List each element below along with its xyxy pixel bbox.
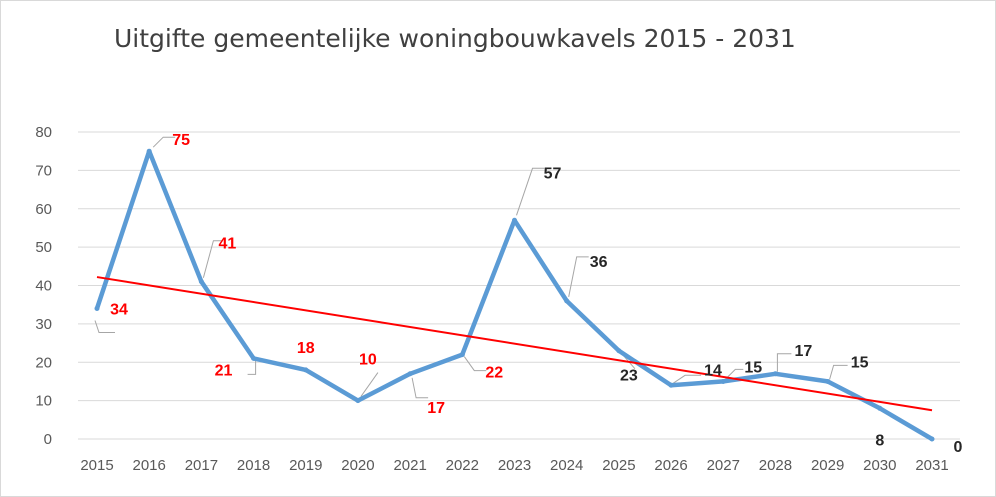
x-tick-label: 2016 — [133, 457, 166, 474]
y-tick-label: 80 — [35, 124, 52, 141]
data-point — [720, 378, 726, 384]
chart-title: Uitgifte gemeentelijke woningbouwkavels … — [114, 24, 796, 53]
y-tick-label: 40 — [35, 278, 52, 295]
y-tick-label: 30 — [35, 316, 52, 333]
data-point — [146, 148, 152, 154]
data-point — [772, 371, 778, 377]
y-tick-label: 10 — [35, 393, 52, 410]
leader-line — [360, 372, 379, 397]
x-tick-label: 2021 — [393, 457, 426, 474]
data-label: 21 — [215, 362, 233, 379]
data-label: 57 — [544, 165, 562, 182]
leader-line — [152, 136, 176, 148]
x-tick-label: 2019 — [289, 457, 322, 474]
data-label: 15 — [744, 359, 762, 376]
data-point — [303, 367, 309, 373]
y-axis: 0 10 20 30 40 50 60 70 80 — [35, 124, 52, 448]
data-point — [877, 405, 883, 411]
data-point — [668, 382, 674, 388]
x-tick-label: 2018 — [237, 457, 270, 474]
data-label: 34 — [110, 302, 128, 319]
leader-line — [568, 256, 589, 297]
leader-line — [94, 320, 115, 333]
x-axis: 2015 2016 2017 2018 2019 2020 2021 2022 2023 2024… — [80, 457, 948, 474]
leader-line — [776, 353, 792, 372]
leader-line — [516, 167, 545, 216]
leader-line — [247, 359, 257, 375]
y-tick-label: 70 — [35, 162, 52, 179]
data-label: 8 — [875, 432, 884, 449]
x-tick-label: 2023 — [498, 457, 531, 474]
y-tick-label: 60 — [35, 201, 52, 218]
series — [94, 148, 935, 442]
x-tick-label: 2020 — [341, 457, 374, 474]
x-tick-label: 2026 — [654, 457, 687, 474]
leader-line — [829, 364, 848, 380]
data-label: 15 — [851, 354, 869, 371]
data-point — [929, 436, 935, 442]
y-tick-label: 50 — [35, 239, 52, 256]
series-line — [94, 148, 935, 442]
leader-lines — [94, 136, 848, 399]
data-label: 23 — [620, 368, 638, 385]
x-tick-label: 2024 — [550, 457, 583, 474]
data-label: 18 — [297, 340, 315, 357]
data-label: 17 — [427, 400, 445, 417]
leader-line — [672, 374, 702, 384]
trendline — [96, 276, 933, 412]
data-point — [355, 398, 361, 404]
data-label: 0 — [954, 439, 963, 456]
x-tick-label: 2030 — [863, 457, 896, 474]
leader-line — [463, 356, 487, 372]
data-label: 10 — [359, 352, 377, 369]
x-tick-label: 2022 — [446, 457, 479, 474]
data-point — [407, 371, 413, 377]
y-tick-label: 0 — [44, 431, 52, 448]
data-label: 36 — [590, 254, 608, 271]
x-tick-label: 2027 — [707, 457, 740, 474]
x-tick-label: 2028 — [759, 457, 792, 474]
x-tick-label: 2025 — [602, 457, 635, 474]
data-point — [616, 348, 622, 354]
y-tick-label: 20 — [35, 354, 52, 371]
data-label: 17 — [795, 343, 813, 360]
data-point — [512, 217, 517, 223]
data-label: 75 — [172, 132, 190, 149]
trend-line — [96, 276, 933, 412]
x-tick-label: 2031 — [915, 457, 948, 474]
data-label: 14 — [704, 362, 722, 379]
x-tick-label: 2017 — [185, 457, 218, 474]
data-point — [459, 352, 465, 358]
data-label: 22 — [485, 365, 503, 382]
x-tick-label: 2029 — [811, 457, 844, 474]
leader-line — [724, 368, 744, 380]
data-point — [564, 298, 570, 304]
data-label: 41 — [218, 236, 236, 253]
data-point — [825, 378, 831, 384]
data-point — [198, 279, 204, 285]
leader-line — [202, 240, 222, 278]
data-point — [94, 306, 100, 312]
data-point — [251, 355, 257, 361]
data-labels: 34 75 41 21 18 10 17 22 57 36 23 14 15 17 15 8 0 — [110, 132, 962, 456]
leader-line — [411, 377, 429, 399]
x-tick-label: 2015 — [80, 457, 113, 474]
